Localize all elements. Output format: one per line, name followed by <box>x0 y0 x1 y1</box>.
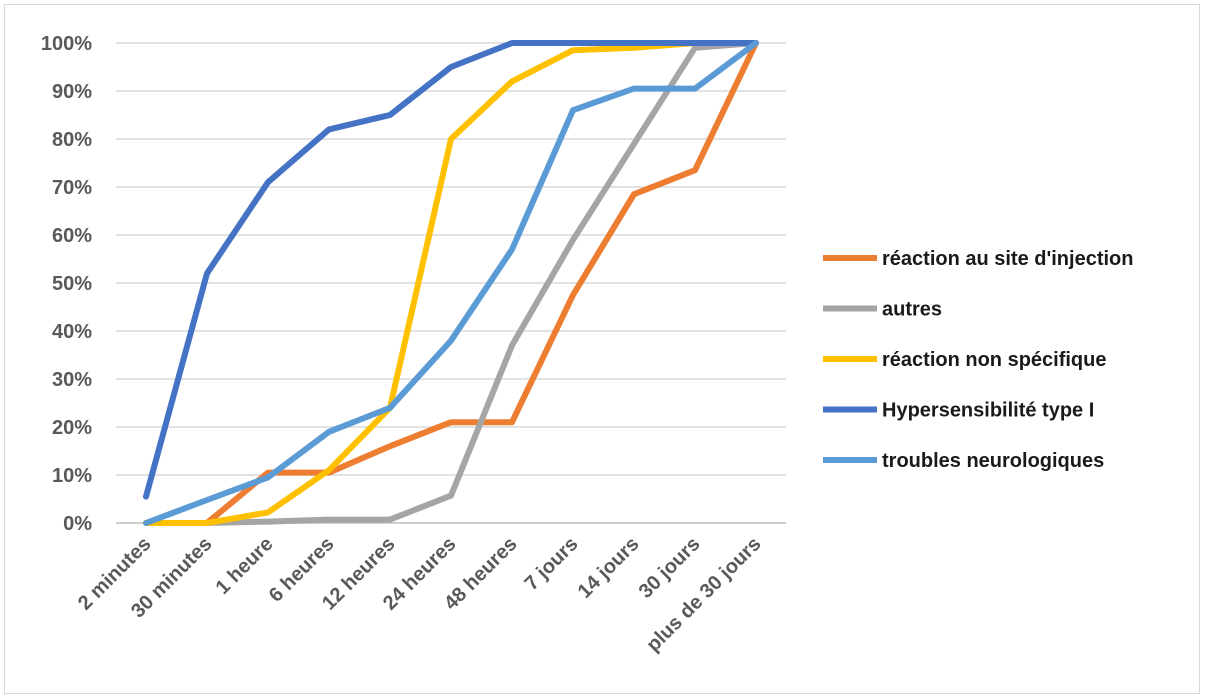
x-tick-label: plus de 30 jours <box>642 533 765 656</box>
y-tick-label: 90% <box>52 81 92 103</box>
y-tick-label: 0% <box>63 513 92 535</box>
legend-item: réaction au site d'injection <box>823 248 1133 270</box>
legend-label: réaction non spécifique <box>882 349 1106 371</box>
y-tick-label: 50% <box>52 273 92 295</box>
series-line <box>143 40 759 526</box>
series-line <box>143 40 759 526</box>
legend-item: troubles neurologiques <box>823 450 1104 472</box>
x-tick-label: 14 jours <box>574 533 644 603</box>
legend-item: autres <box>823 299 942 321</box>
legend-item: réaction non spécifique <box>823 349 1106 371</box>
legend: réaction au site d'injection autres réacti… <box>823 248 1133 472</box>
x-tick-label: 7 jours <box>521 533 583 595</box>
series-line <box>143 40 759 526</box>
y-tick-label: 10% <box>52 465 92 487</box>
legend-label: Hypersensibilité type I <box>882 400 1094 422</box>
legend-label: autres <box>882 299 942 321</box>
series-line <box>143 40 759 500</box>
y-tick-label: 80% <box>52 129 92 151</box>
legend-item: Hypersensibilité type I <box>823 400 1094 422</box>
gridlines <box>116 42 786 524</box>
y-axis-tick-labels: 0% 10% 20% 30% 40% 50% 60% 70% 80% 90% 100% <box>41 33 92 535</box>
y-tick-label: 30% <box>52 369 92 391</box>
legend-label: troubles neurologiques <box>882 450 1104 472</box>
chart-frame <box>4 4 1200 694</box>
y-tick-label: 100% <box>41 33 92 55</box>
legend-label: réaction au site d'injection <box>882 248 1133 270</box>
y-tick-label: 20% <box>52 417 92 439</box>
series-lines <box>143 40 759 526</box>
y-tick-label: 60% <box>52 225 92 247</box>
series-line <box>143 40 759 526</box>
y-tick-label: 40% <box>52 321 92 343</box>
y-tick-label: 70% <box>52 177 92 199</box>
